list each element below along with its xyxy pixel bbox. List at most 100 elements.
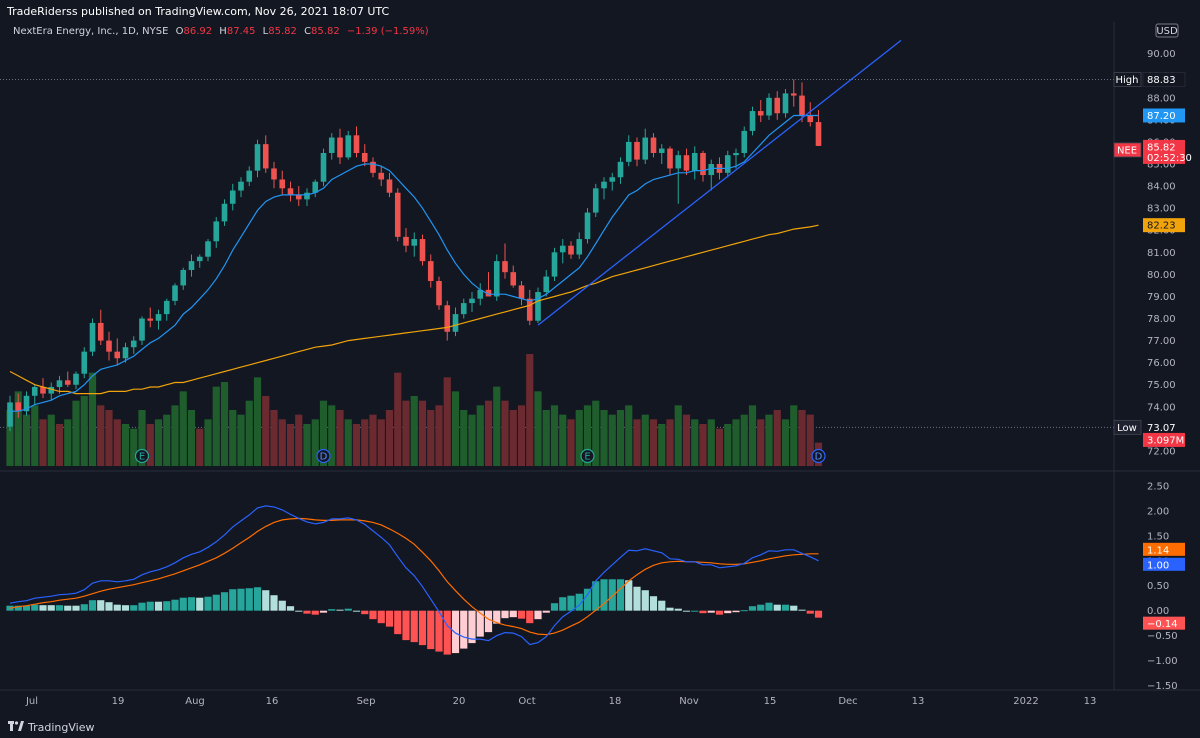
macd-histogram-bar — [146, 601, 154, 611]
volume-bar — [237, 414, 245, 466]
macd-line — [9, 505, 819, 646]
candle-body — [551, 252, 558, 277]
candle-body — [320, 152, 327, 182]
macd-histogram-bar — [39, 605, 47, 611]
candle-body — [584, 212, 591, 240]
macd-histogram-bar — [674, 608, 682, 611]
volume-bar — [451, 391, 460, 466]
macd-histogram-bar — [130, 605, 138, 611]
volume-bar — [187, 410, 196, 466]
price-tag-label-box — [1113, 142, 1142, 158]
price-tag-box — [1143, 218, 1185, 233]
macd-histogram-bar — [625, 580, 633, 611]
tradingview-logo[interactable]: TradingView — [8, 720, 94, 734]
volume-bar — [476, 405, 484, 466]
event-marker-e-icon — [580, 448, 595, 464]
volume-bar — [369, 414, 377, 466]
sma-slow-line — [9, 224, 819, 395]
macd-histogram-bar — [451, 610, 460, 654]
time-tick-label: Sep — [357, 696, 376, 707]
time-tick-label: 15 — [764, 696, 777, 707]
volume-bar — [253, 377, 262, 466]
volume-bar — [567, 419, 575, 466]
volume-bar — [798, 410, 806, 466]
macd-histogram-bar — [237, 588, 245, 611]
macd-histogram-bar — [105, 602, 113, 611]
candle-body — [502, 261, 508, 273]
macd-tag-value: −0.14 — [1147, 619, 1178, 630]
candle-body — [559, 245, 566, 253]
open-key: O — [175, 26, 184, 37]
candle-body — [634, 141, 640, 160]
volume-bar — [31, 405, 39, 466]
macd-histogram-bar — [509, 610, 517, 618]
volume-bar — [344, 419, 352, 466]
candle-body — [106, 340, 112, 352]
macd-histogram-bar — [699, 610, 707, 614]
macd-histogram-bar — [641, 590, 649, 611]
volume-bar — [352, 424, 361, 466]
symbol-name: NextEra Energy, Inc., 1D, NYSE — [13, 26, 169, 37]
candle-body — [576, 239, 583, 255]
price-tick-label: 81.00 — [1147, 248, 1176, 259]
volume-bar — [212, 386, 220, 466]
volume-bar — [6, 410, 14, 466]
candle-body — [221, 203, 228, 222]
volume-bar — [484, 400, 493, 466]
candle-body — [81, 351, 88, 374]
time-tick-label: Jul — [25, 696, 38, 707]
volume-bar — [658, 424, 666, 466]
volume-bar — [179, 391, 187, 466]
signal-line — [9, 517, 819, 636]
volume-bar — [394, 372, 402, 466]
macd-histogram-bar — [484, 610, 493, 633]
macd-histogram-bar — [757, 604, 765, 611]
volume-bar — [278, 419, 286, 466]
candle-body — [799, 95, 805, 116]
candle-body — [625, 141, 632, 162]
macd-histogram-bar — [418, 610, 427, 646]
macd-histogram-bar — [773, 604, 781, 611]
currency-badge-box — [1155, 23, 1179, 38]
macd-lines — [9, 505, 819, 646]
candle-body — [188, 261, 195, 270]
macd-histogram-bar — [534, 610, 542, 620]
price-tick-label: 80.00 — [1147, 270, 1176, 281]
candle-body — [97, 322, 104, 341]
trendline — [537, 39, 902, 326]
candle-body — [229, 190, 236, 204]
candle-body — [782, 93, 789, 114]
macd-histogram-bar — [748, 606, 757, 611]
currency-badge[interactable]: USD — [1155, 23, 1179, 38]
macd-histogram-bar — [385, 610, 394, 627]
candle-body — [485, 289, 492, 297]
candle-body — [444, 305, 451, 332]
low-value: 85.82 — [268, 26, 297, 37]
macd-histogram-bar — [600, 579, 608, 611]
price-tick-label: 85.00 — [1147, 160, 1176, 171]
volume-bar — [295, 414, 303, 466]
volume-bars — [6, 354, 823, 466]
macd-histogram-bar — [501, 610, 509, 619]
price-tag-box — [1143, 108, 1185, 123]
time-axis-labels[interactable]: Jul 19 Aug 16 Sep 20 Oct 18 Nov 15 Dec 13 2022 13 — [25, 696, 1096, 707]
macd-tick-label: 1.50 — [1147, 531, 1169, 542]
candle-body — [766, 97, 772, 116]
macd-histogram-bar — [113, 604, 121, 611]
volume-bar — [22, 414, 31, 466]
macd-histogram-bar — [608, 579, 616, 611]
macd-histogram-bar — [765, 602, 773, 611]
volume-bar — [72, 400, 80, 466]
volume-bar — [270, 410, 278, 466]
price-tick-label: 77.00 — [1147, 336, 1176, 347]
candle-body — [469, 298, 475, 304]
macd-histogram-bar — [814, 610, 823, 618]
macd-histogram-bar — [97, 600, 105, 611]
macd-histogram-bar — [493, 610, 501, 624]
time-tick-label: 13 — [1084, 696, 1097, 707]
macd-histogram-bar — [179, 597, 187, 611]
candle-body — [733, 152, 739, 156]
candle-body — [675, 155, 682, 169]
